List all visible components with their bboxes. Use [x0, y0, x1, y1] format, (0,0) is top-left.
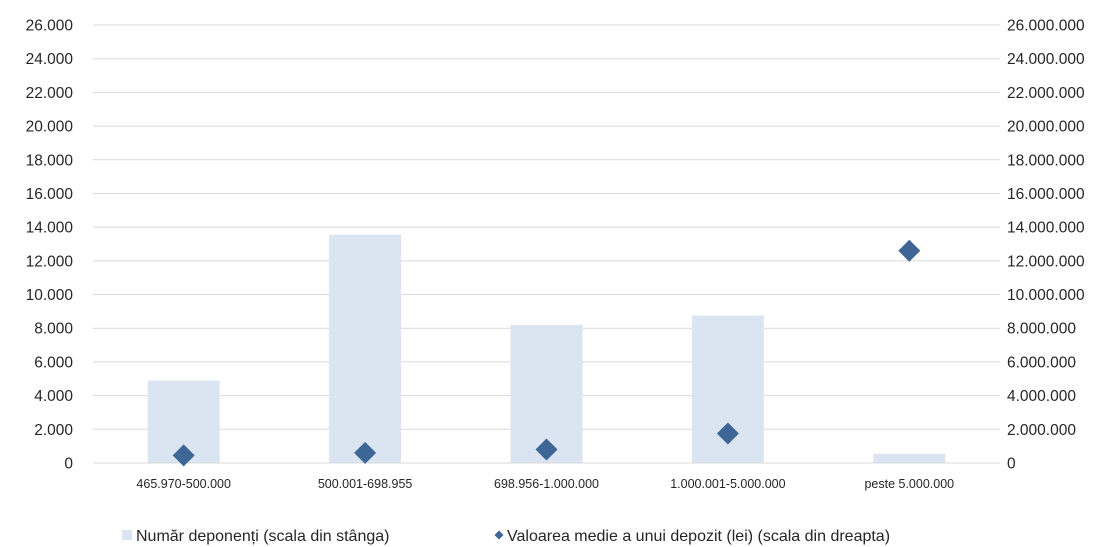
- scatter-point: [716, 422, 739, 445]
- left-tick-label: 20.000: [26, 119, 74, 136]
- scatter-point: [172, 444, 195, 467]
- legend-swatch-bars: [122, 530, 132, 540]
- bar: [873, 453, 946, 463]
- right-axis-ticks: 0 2.000.000 4.000.000 6.000.000 8.000.000 10.…: [1007, 18, 1085, 473]
- bar: [329, 234, 402, 463]
- left-tick-label: 18.000: [26, 152, 74, 169]
- left-tick-label: 2.000: [34, 422, 73, 439]
- left-tick-label: 8.000: [34, 321, 73, 338]
- left-tick-label: 24.000: [26, 51, 74, 68]
- left-tick-label: 0: [64, 456, 73, 473]
- right-tick-label: 22.000.000: [1007, 85, 1085, 102]
- category-label: 500.001-698.955: [318, 477, 413, 491]
- scatter-series: [172, 239, 921, 467]
- left-tick-label: 16.000: [26, 186, 74, 203]
- left-tick-label: 4.000: [34, 388, 73, 405]
- legend: Număr deponenți (scala din stânga) Valoa…: [122, 528, 890, 545]
- left-axis-ticks: 0 2.000 4.000 6.000 8.000 10.000 12.000 14.000 1…: [26, 18, 74, 473]
- scatter-point: [535, 438, 558, 461]
- scatter-point: [898, 239, 921, 262]
- category-label: 698.956-1.000.000: [494, 477, 599, 491]
- category-labels: 465.970-500.000 500.001-698.955 698.956-1.…: [136, 477, 954, 491]
- category-label: 465.970-500.000: [136, 477, 231, 491]
- right-tick-label: 24.000.000: [1007, 51, 1085, 68]
- scatter-point: [354, 441, 377, 464]
- right-tick-label: 26.000.000: [1007, 18, 1085, 35]
- right-tick-label: 4.000.000: [1007, 388, 1076, 405]
- right-tick-label: 16.000.000: [1007, 186, 1085, 203]
- category-label: 1.000.001-5.000.000: [670, 477, 785, 491]
- left-tick-label: 26.000: [26, 18, 74, 35]
- legend-swatch-diamond: [494, 530, 504, 540]
- left-tick-label: 14.000: [26, 220, 74, 237]
- legend-label-bars: Număr deponenți (scala din stânga): [136, 528, 389, 545]
- left-tick-label: 22.000: [26, 85, 74, 102]
- bar-series: [147, 234, 946, 463]
- right-tick-label: 0: [1007, 456, 1016, 473]
- legend-label-diamonds: Valoarea medie a unui depozit (lei) (sca…: [507, 528, 890, 545]
- right-tick-label: 14.000.000: [1007, 220, 1085, 237]
- right-tick-label: 8.000.000: [1007, 321, 1076, 338]
- left-tick-label: 12.000: [26, 253, 74, 270]
- gridlines: [93, 24, 1000, 430]
- right-tick-label: 10.000.000: [1007, 287, 1085, 304]
- left-tick-label: 6.000: [34, 354, 73, 371]
- right-tick-label: 20.000.000: [1007, 119, 1085, 136]
- category-label: peste 5.000.000: [864, 477, 954, 491]
- right-tick-label: 2.000.000: [1007, 422, 1076, 439]
- right-tick-label: 6.000.000: [1007, 354, 1076, 371]
- left-tick-label: 10.000: [26, 287, 74, 304]
- right-tick-label: 12.000.000: [1007, 253, 1085, 270]
- right-tick-label: 18.000.000: [1007, 152, 1085, 169]
